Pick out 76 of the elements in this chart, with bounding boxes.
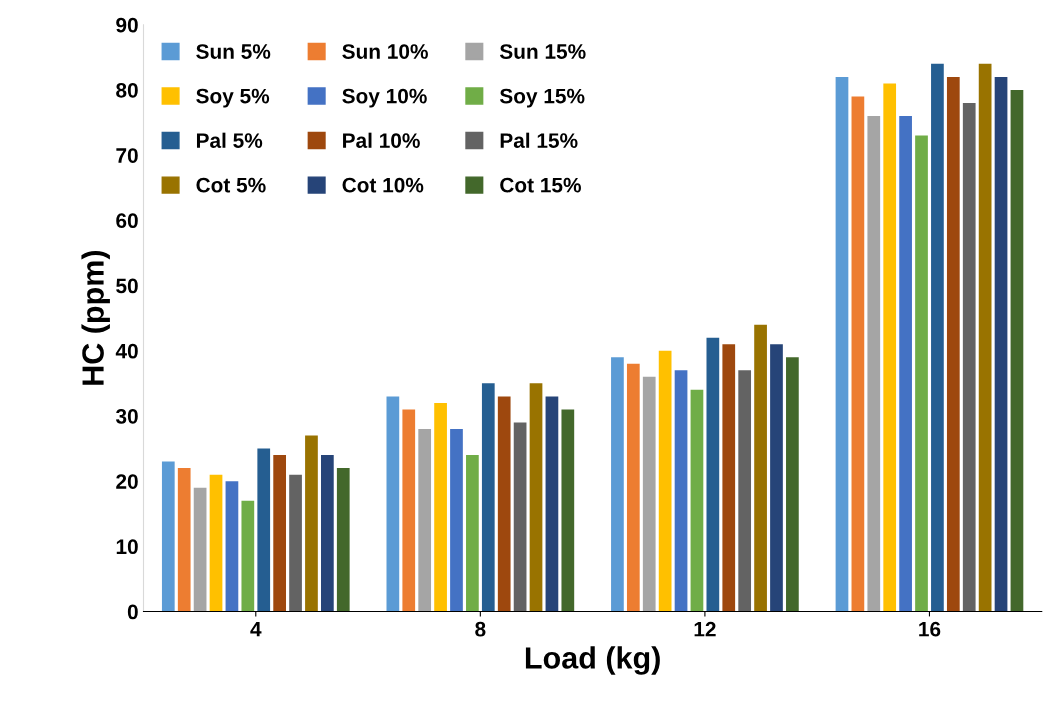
legend-label: Soy 5% [196,88,270,108]
bar [946,76,960,612]
bar [642,376,656,612]
bar [899,116,912,612]
bar [931,63,944,612]
legend-label: Cot 15% [500,177,581,193]
bar [386,396,400,612]
bar [336,468,350,612]
legend-label: Pal 15% [500,132,578,148]
y-tick-label: 60 [116,213,138,229]
legend-label: Sun 10% [342,44,428,59]
bar [434,402,447,612]
bar [402,409,416,612]
bar [561,409,575,612]
y-axis-title: HC (ppm) [81,250,110,385]
bar [513,422,527,612]
y-tick-label: 30 [115,408,138,424]
bar [786,357,799,612]
legend-label: Soy 10% [342,88,427,108]
bar [257,448,271,612]
bar [754,324,767,612]
bar [626,363,640,612]
bar [738,370,752,612]
y-tick-label: 0 [127,604,138,620]
legend-label: Pal 5% [196,132,263,148]
bar [674,370,688,612]
bar [193,487,207,612]
x-tick-label: 8 [475,621,486,637]
y-tick-label: 10 [116,539,138,555]
y-tick-label: 70 [116,148,138,163]
bar [915,135,928,612]
bar [867,116,881,612]
bar [978,63,992,612]
legend-label: Cot 10% [342,177,424,193]
legend-label: Pal 10% [343,132,420,148]
bar [883,83,897,612]
bar [289,474,302,612]
bar [770,344,783,612]
bar [962,102,976,612]
bar [273,455,287,612]
bar [161,461,175,612]
bar [706,337,720,612]
bar [466,455,479,612]
legend-label: Soy 15% [499,88,585,108]
y-tick-label: 80 [116,82,138,98]
bar [994,76,1008,612]
bar [529,383,543,612]
bar [241,500,255,612]
bar [418,428,432,612]
bar [1010,89,1024,612]
x-tick-label: 12 [694,621,716,637]
bar [305,435,318,612]
bar [545,396,559,612]
legend-label: Sun 15% [499,44,586,59]
y-tick-label: 40 [115,343,138,359]
bar [177,468,191,612]
bar [321,455,334,612]
bar [722,344,736,612]
bar [497,396,511,612]
bar [690,389,704,612]
bar [658,350,672,612]
bar [611,357,624,612]
bar [450,428,463,612]
x-tick-label: 16 [919,621,941,637]
bar [481,383,495,612]
x-axis-title: Load (kg) [525,646,660,675]
bar [209,474,223,612]
bar [225,481,239,612]
bar [851,96,865,612]
y-tick-label: 20 [116,474,138,489]
y-tick-label: 50 [116,278,138,294]
legend-label: Sun 5% [196,44,271,59]
bar [835,76,849,612]
y-tick-label: 90 [116,17,138,33]
legend-label: Cot 5% [196,177,266,193]
x-tick-label: 4 [250,622,262,637]
